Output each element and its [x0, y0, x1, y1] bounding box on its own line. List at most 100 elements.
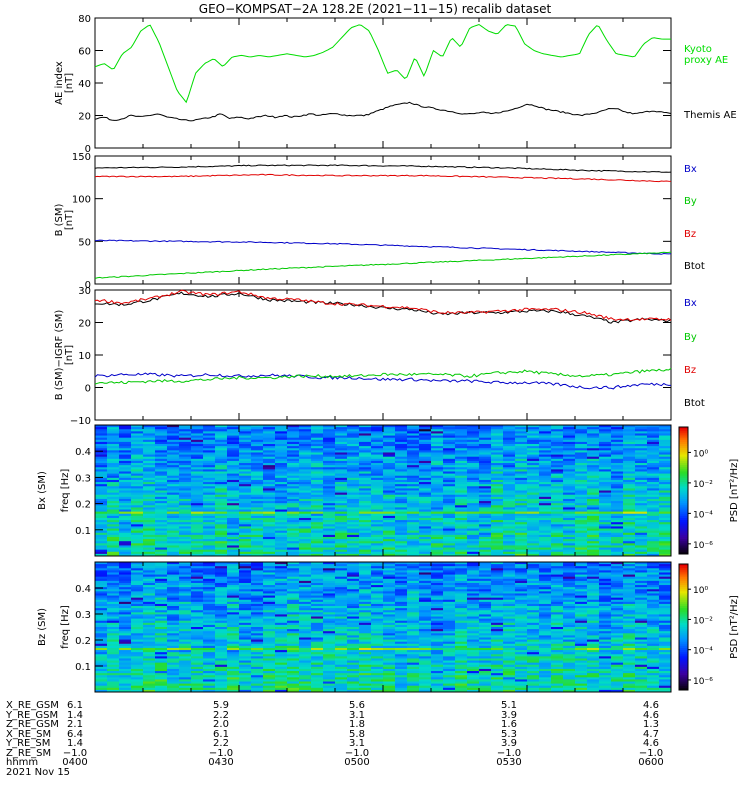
spectrogram-cell [251, 509, 264, 513]
spectrogram-cell [359, 450, 372, 453]
spectrogram-cell [215, 482, 228, 485]
spectrogram-cell [95, 456, 108, 460]
spectrogram-cell [443, 452, 456, 455]
spectrogram-cell [359, 505, 372, 508]
spectrogram-cell [323, 515, 336, 519]
spectrogram-cell [263, 494, 276, 498]
spectrogram-cell [167, 536, 180, 540]
spectrogram-cell [143, 484, 156, 487]
spectrogram-cell [95, 479, 108, 483]
spectrogram-cell [323, 479, 336, 483]
spectrogram-cell [203, 507, 216, 510]
spectrogram-cell [443, 469, 456, 472]
spectrogram-cell [443, 477, 456, 481]
spectrogram-cell [335, 448, 348, 451]
spectrogram-cell [311, 456, 324, 460]
spectrogram-cell [251, 505, 264, 508]
spectrogram-cell [215, 509, 228, 513]
spectrogram-cell [275, 437, 288, 441]
spectrogram-cell [263, 473, 276, 477]
spectrogram-cell [395, 475, 408, 479]
spectrogram-cell [251, 448, 264, 451]
spectrogram-cell [431, 501, 444, 504]
spectrogram-cell [203, 450, 216, 453]
spectrogram-cell [215, 513, 228, 517]
spectrogram-cell [359, 532, 372, 536]
spectrogram-cell [119, 520, 132, 523]
spectrogram-cell [431, 463, 444, 466]
spectrogram-cell [95, 515, 108, 519]
spectrogram-cell [443, 479, 456, 483]
spectrogram-cell [107, 444, 120, 447]
spectrogram-cell [335, 460, 348, 464]
spectrogram-cell [227, 528, 240, 532]
spectrogram-cell [371, 496, 384, 500]
spectrogram-cell [143, 435, 156, 439]
spectrogram-cell [239, 439, 252, 443]
spectrogram-cell [251, 522, 264, 525]
spectrogram-cell [191, 539, 204, 542]
spectrogram-cell [287, 467, 300, 470]
spectrogram-cell [143, 479, 156, 483]
spectrogram-cell [323, 460, 336, 464]
spectrogram-cell [251, 475, 264, 479]
spectrogram-cell [203, 549, 216, 553]
spectrogram-cell [383, 528, 396, 532]
spectrogram-cell [167, 458, 180, 462]
spectrogram-cell [371, 488, 384, 491]
spectrogram-cell [287, 477, 300, 481]
spectrogram-cell [215, 448, 228, 451]
spectrogram-cell [275, 482, 288, 485]
spectrogram-cell [131, 517, 144, 521]
spectrogram-cell [119, 458, 132, 462]
spectrogram-cell [131, 490, 144, 494]
spectrogram-cell [383, 425, 396, 428]
spectrogram-cell [275, 456, 288, 460]
spectrogram-cell [359, 482, 372, 485]
spectrogram-cell [371, 539, 384, 542]
spectrogram-cell [251, 501, 264, 504]
spectrogram-cell [311, 446, 324, 449]
spectrogram-cell [311, 471, 324, 474]
spectrogram-cell [167, 425, 180, 428]
spectrogram-cell [407, 458, 420, 462]
spectrogram-cell [119, 456, 132, 460]
spectrogram-cell [215, 427, 228, 430]
spectrogram-cell [131, 425, 144, 428]
spectrogram-cell [347, 433, 360, 436]
spectrogram-cell [275, 435, 288, 439]
spectrogram-cell [299, 429, 312, 432]
spectrogram-cell [335, 425, 348, 428]
spectrogram-cell [431, 473, 444, 477]
spectrogram-cell [227, 494, 240, 498]
spectrogram-cell [167, 431, 180, 434]
spectrogram-cell [431, 549, 444, 553]
spectrogram-cell [95, 494, 108, 498]
spectrogram-cell [167, 454, 180, 458]
spectrogram-cell [299, 473, 312, 477]
spectrogram-cell [431, 479, 444, 483]
spectrogram-cell [299, 475, 312, 479]
spectrogram-cell [335, 450, 348, 453]
spectrogram-cell [167, 479, 180, 483]
spectrogram-cell [431, 469, 444, 472]
spectrogram-cell [203, 503, 216, 506]
y-axis-label-line: freq [Hz] [60, 469, 71, 513]
spectrogram-cell [407, 551, 420, 555]
spectrogram-cell [395, 482, 408, 485]
spectrogram-cell [407, 528, 420, 532]
spectrogram-cell [299, 427, 312, 430]
spectrogram-cell [371, 536, 384, 540]
spectrogram-cell [275, 530, 288, 534]
spectrogram-cell [131, 496, 144, 500]
spectrogram-cell [131, 526, 144, 529]
spectrogram-cell [263, 522, 276, 525]
spectrogram-cell [371, 454, 384, 458]
spectrogram-cell [263, 543, 276, 546]
spectrogram-cell [371, 541, 384, 544]
spectrogram-cell [359, 498, 372, 502]
spectrogram-cell [407, 452, 420, 455]
spectrogram-cell [227, 492, 240, 496]
spectrogram-cell [191, 448, 204, 451]
spectrogram-cell [131, 515, 144, 519]
